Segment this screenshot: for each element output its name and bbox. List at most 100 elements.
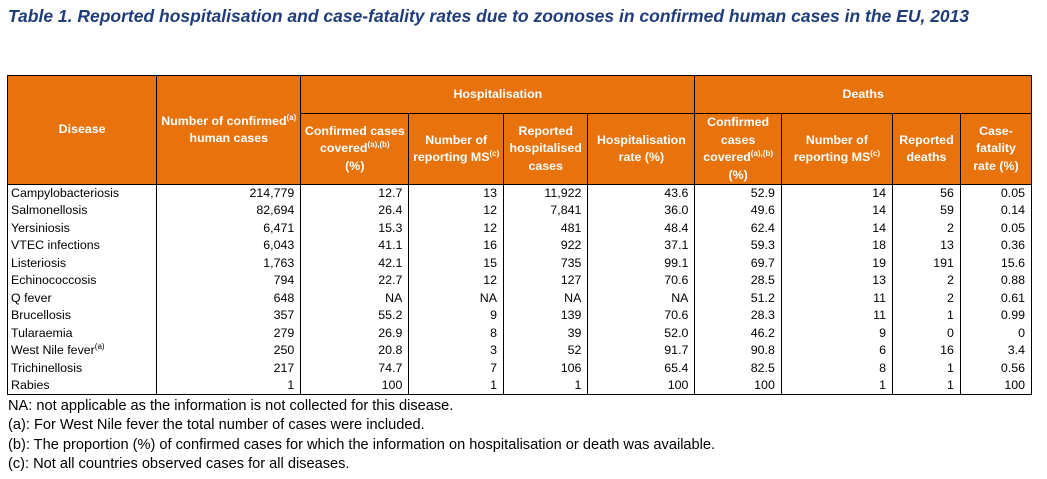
- header-d-covered-l1: Confirmed cases: [707, 115, 770, 147]
- d-rate-cell: 0.88: [959, 272, 1033, 290]
- h-ms-cell: 13: [408, 184, 505, 203]
- d-rep-cell: 2: [891, 272, 961, 290]
- cases-cell: 648: [156, 289, 302, 308]
- header-h-covered-sup: (a),(b): [367, 140, 390, 150]
- h-rate-cell: 52.0: [587, 324, 696, 343]
- table-row: West Nile fever(a) 250 20.8 3 52 91.7 90.8 6 16 3…: [6, 342, 1033, 360]
- h-rate-cell: 100: [587, 376, 696, 396]
- h-ms-cell: NA: [408, 289, 505, 308]
- table-row: Echinococcosis 794 22.7 12 127 70.6 28.5 13 2 0.8…: [6, 272, 1033, 290]
- d-rep-cell: 13: [891, 237, 961, 255]
- d-rep-cell: 191: [891, 254, 961, 273]
- h-ms-cell: 3: [408, 342, 505, 360]
- h-cov-cell: 20.8: [300, 342, 410, 360]
- header-confirmed-cases-label: Number of confirmed: [161, 113, 287, 128]
- header-d-reported: Reported deaths: [891, 113, 961, 185]
- h-cov-cell: 42.1: [300, 254, 410, 273]
- d-rate-cell: 0.36: [959, 237, 1033, 255]
- h-rep-cell: 7,841: [503, 202, 589, 220]
- h-rep-cell: 481: [503, 219, 589, 238]
- disease-cell: Listeriosis: [6, 254, 158, 273]
- d-rep-cell: 1: [891, 359, 961, 377]
- disease-cell: Rabies: [6, 376, 158, 396]
- d-rate-cell: 100: [959, 376, 1033, 396]
- d-cov-cell: 100: [694, 376, 782, 396]
- header-disease: Disease: [6, 75, 158, 185]
- header-h-covered-l2: covered: [319, 141, 368, 156]
- header-h-reporting-l2: reporting MS: [413, 150, 490, 164]
- header-h-covered-l1: Confirmed cases: [304, 123, 405, 138]
- cases-cell: 214,779: [156, 184, 302, 203]
- cases-cell: 357: [156, 307, 302, 325]
- table-title: Table 1. Reported hospitalisation and ca…: [8, 6, 970, 26]
- h-rep-cell: 139: [503, 307, 589, 325]
- cases-cell: 6,043: [156, 237, 302, 255]
- d-rate-cell: 0.56: [959, 359, 1033, 377]
- d-rate-cell: 0: [959, 324, 1033, 343]
- cases-cell: 82,694: [156, 202, 302, 220]
- table-row: Salmonellosis 82,694 26.4 12 7,841 36.0 49.6 14…: [6, 202, 1033, 220]
- h-rep-cell: 127: [503, 272, 589, 290]
- table-row: Campylobacteriosis 214,779 12.7 13 11,922 43.…: [6, 184, 1033, 203]
- header-h-reported: Reported hospitalised cases: [503, 113, 589, 185]
- d-rate-cell: 0.14: [959, 202, 1033, 220]
- h-rate-cell: 36.0: [587, 202, 696, 220]
- h-rate-cell: 91.7: [587, 342, 696, 360]
- table-row: Listeriosis 1,763 42.1 15 735 99.1 69.7 19 191 15…: [6, 254, 1033, 273]
- header-h-covered: Confirmed cases covered(a),(b) (%): [300, 113, 410, 185]
- d-cov-cell: 90.8: [694, 342, 782, 360]
- header-d-reporting-l1: Number of: [805, 132, 868, 147]
- disease-name: Echinococcosis: [11, 273, 97, 288]
- table-row: Q fever 648 NA NA NA NA 51.2 11 2 0.61: [6, 289, 1033, 308]
- table-row: Rabies 1 100 1 1 100 100 1 1 100: [6, 376, 1033, 396]
- cases-cell: 1,763: [156, 254, 302, 273]
- d-rep-cell: 2: [891, 219, 961, 238]
- h-ms-cell: 12: [408, 272, 505, 290]
- disease-cell: Salmonellosis: [6, 202, 158, 220]
- header-d-reporting-sup: (c): [870, 149, 881, 158]
- d-cov-cell: 28.5: [694, 272, 782, 290]
- d-ms-cell: 14: [780, 184, 893, 203]
- d-rep-cell: 0: [891, 324, 961, 343]
- h-cov-cell: 100: [300, 376, 410, 396]
- disease-name: Listeriosis: [11, 255, 67, 270]
- header-d-covered-sup: (a),(b): [750, 149, 773, 158]
- h-rep-cell: 39: [503, 324, 589, 343]
- footnote: (b): The proportion (%) of confirmed cas…: [8, 436, 716, 453]
- table-row: Yersiniosis 6,471 15.3 12 481 48.4 62.4 14 2 0.05: [6, 219, 1033, 238]
- d-ms-cell: 6: [780, 342, 893, 360]
- header-h-reporting-l1: Number of: [425, 132, 488, 147]
- d-ms-cell: 8: [780, 359, 893, 377]
- table-row: Brucellosis 357 55.2 9 139 70.6 28.3 11 1 0.99: [6, 307, 1033, 325]
- disease-cell: Yersiniosis: [6, 219, 158, 238]
- h-rep-cell: 106: [503, 359, 589, 377]
- d-rate-cell: 3.4: [959, 342, 1033, 360]
- table-row: Trichinellosis 217 74.7 7 106 65.4 82.5 8 1 0.56: [6, 359, 1033, 377]
- h-ms-cell: 8: [408, 324, 505, 343]
- h-cov-cell: 26.9: [300, 324, 410, 343]
- disease-cell: Echinococcosis: [6, 272, 158, 290]
- d-cov-cell: 28.3: [694, 307, 782, 325]
- zoonoses-table: Disease Number of confirmed(a) human case…: [6, 75, 1033, 396]
- disease-name: Campylobacteriosis: [11, 186, 120, 200]
- d-rate-cell: 0.05: [959, 219, 1033, 238]
- h-cov-cell: 55.2: [300, 307, 410, 325]
- header-hospitalisation-group: Hospitalisation: [300, 75, 696, 114]
- header-d-reporting: Number of reporting MS(c): [780, 113, 893, 185]
- d-ms-cell: 14: [780, 219, 893, 238]
- table-row: Tularaemia 279 26.9 8 39 52.0 46.2 9 0 0: [6, 324, 1033, 343]
- h-cov-cell: 41.1: [300, 237, 410, 255]
- disease-cell: Q fever: [6, 289, 158, 308]
- h-cov-cell: 26.4: [300, 202, 410, 220]
- d-ms-cell: 9: [780, 324, 893, 343]
- d-ms-cell: 11: [780, 289, 893, 308]
- d-rate-cell: 0.99: [959, 307, 1033, 325]
- h-cov-cell: NA: [300, 289, 410, 308]
- disease-name: Salmonellosis: [11, 203, 88, 218]
- disease-name: West Nile fever: [11, 343, 95, 358]
- h-ms-cell: 16: [408, 237, 505, 255]
- cases-cell: 250: [156, 342, 302, 360]
- header-confirmed-cases-sup: (a): [286, 112, 297, 122]
- d-cov-cell: 46.2: [694, 324, 782, 343]
- header-confirmed-cases-tail: human cases: [189, 131, 269, 145]
